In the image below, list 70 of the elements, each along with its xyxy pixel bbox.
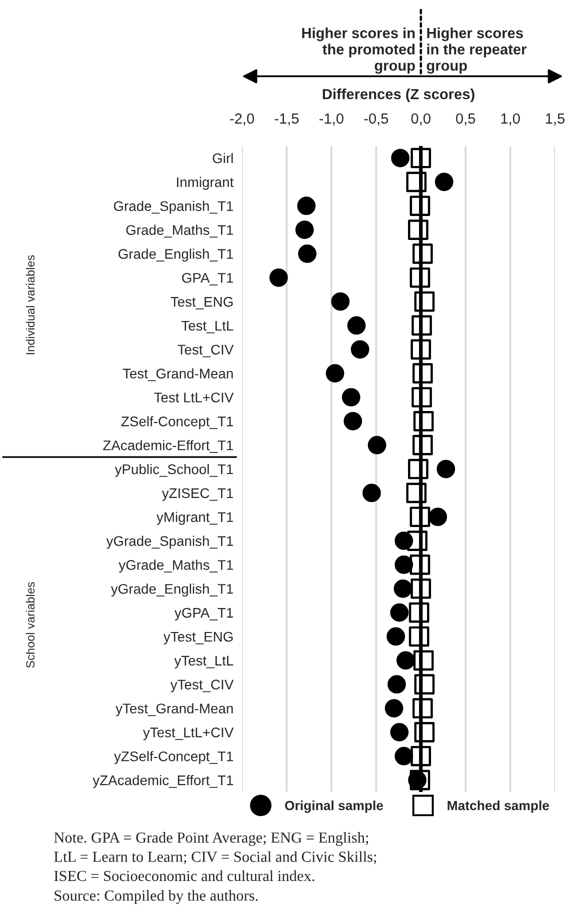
x-tick-label: 1,5 [546,114,565,126]
point [368,436,386,454]
y-tick-label: ZSelf-Concept_T1 [121,416,233,430]
y-tick-label: yTest_LtL [174,656,234,668]
point [350,340,370,359]
y-tick-label: Test_CIV [178,344,234,358]
point [269,268,288,287]
x-tick-label: -1,5 [274,114,299,126]
point [347,316,366,335]
y-tick-label: yTest_CIV [170,680,234,692]
y-tick-label: yMigrant_T1 [156,512,233,525]
point [396,651,415,670]
point [344,412,362,430]
x-axis-title: Differences (Z scores) [322,88,474,102]
x-tick-label: -1,0 [320,113,344,126]
point [394,579,412,598]
point [436,460,456,478]
y-tick-label: Girl [212,152,233,164]
point [298,244,316,263]
point [295,220,314,239]
y-tick-label: Grade_English_T1 [118,248,233,262]
point [428,508,448,526]
text: School variables [26,582,35,668]
point [390,723,409,742]
point [394,556,414,574]
y-tick-label: Test_Grand-Mean [122,368,233,382]
point [384,699,404,718]
y-tick-label: yGrade_Maths_T1 [118,560,233,573]
y-tick-label: yZSelf-Concept_T1 [114,751,233,764]
x-tick-label: -2,0 [230,113,254,126]
y-tick-label: Test_LtL [181,320,234,334]
x-tick-label: -0,5 [364,113,388,126]
y-tick-label: yGrade_English_T1 [110,584,233,597]
point [388,675,406,694]
text: Higher scores in the repeater group [426,28,526,74]
legend-label: Original sample [285,800,384,813]
point [386,627,406,646]
point [391,148,410,168]
x-tick-label: 0,5 [456,113,476,126]
x-tick-label: 0,0 [411,113,430,126]
y-tick-label: yZAcademic_Effort_T1 [92,775,233,788]
y-tick-label: GPA_T1 [182,272,233,286]
y-tick-label: yZISEC_T1 [162,488,233,501]
text: Individual variables [26,255,35,354]
y-tick-label: Test_ENG [170,296,233,310]
point [297,196,316,216]
source-note: Source: Compiled by the authors. [54,890,258,904]
point [394,532,414,550]
y-tick-label: yPublic_School_T1 [114,464,233,477]
x-tick-label: 1,0 [501,113,520,126]
y-tick-label: yTest_LtL+CIV [142,728,234,740]
y-tick-label: Test LtL+CIV [154,392,234,402]
text: Higher scores in the promoted group [302,28,415,74]
y-tick-label: yTest_Grand-Mean [116,703,233,716]
y-tick-label: Inmigrant [177,176,234,190]
point [331,292,350,311]
text: Note. GPA = Grade Point Average; ENG = English; LtL = Learn to Learn; CIV = Social and Civic Skills; ISEC = Socioeconomic and cultural index. [54,832,376,882]
point [434,172,454,192]
y-tick-label: Grade_Maths_T1 [126,224,233,238]
point [326,364,344,383]
point [362,484,381,502]
y-tick-label: ZAcademic-Effort_T1 [103,440,233,453]
point [394,746,414,766]
y-tick-label: yGPA_T1 [174,608,233,620]
y-tick-label: Grade_Spanish_T1 [114,200,233,214]
point [390,603,409,622]
y-tick-label: yTest_ENG [163,632,233,644]
legend-label: Matched sample [448,800,550,813]
y-tick-label: yGrade_Spanish_T1 [106,536,233,549]
point [342,388,360,406]
